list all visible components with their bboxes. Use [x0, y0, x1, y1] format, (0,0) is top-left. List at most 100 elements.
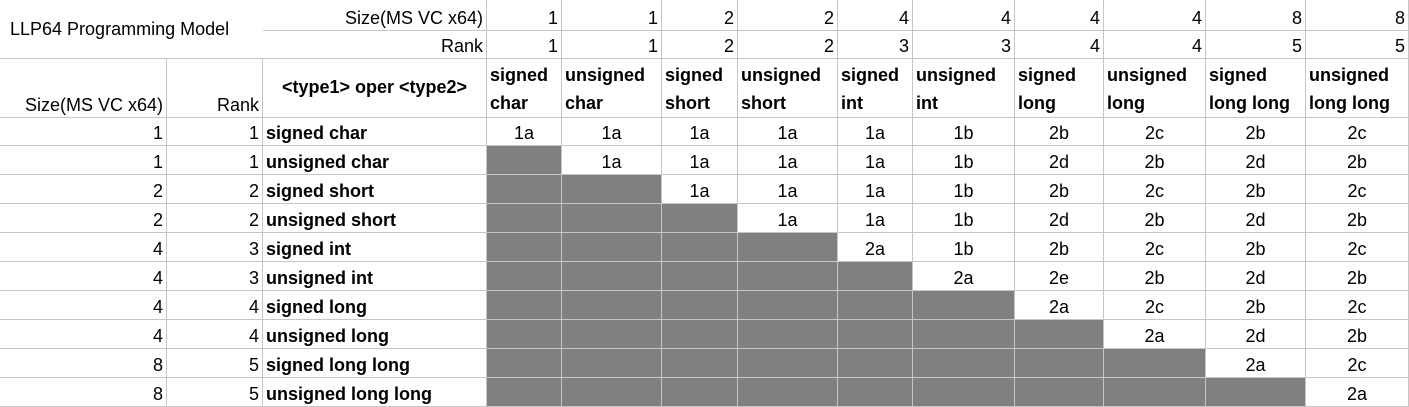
result-cell[interactable]: 1b — [913, 204, 1015, 233]
row-type[interactable]: unsigned long — [263, 320, 487, 349]
shaded-cell[interactable] — [1206, 378, 1306, 407]
result-cell[interactable]: 2c — [1306, 349, 1409, 378]
result-cell[interactable]: 2a — [1015, 291, 1104, 320]
result-cell[interactable]: 2b — [1104, 204, 1206, 233]
shaded-cell[interactable] — [738, 262, 838, 291]
col-type-header[interactable]: unsigned long long — [1306, 59, 1409, 118]
shaded-cell[interactable] — [487, 175, 562, 204]
shaded-cell[interactable] — [1015, 349, 1104, 378]
result-cell[interactable]: 2a — [1306, 378, 1409, 407]
result-cell[interactable]: 2a — [1206, 349, 1306, 378]
shaded-cell[interactable] — [838, 291, 913, 320]
shaded-cell[interactable] — [487, 320, 562, 349]
row-size[interactable]: 1 — [0, 118, 167, 146]
result-cell[interactable]: 1a — [487, 118, 562, 146]
shaded-cell[interactable] — [487, 378, 562, 407]
shaded-cell[interactable] — [487, 349, 562, 378]
result-cell[interactable]: 1b — [913, 118, 1015, 146]
result-cell[interactable]: 2d — [1206, 262, 1306, 291]
result-cell[interactable]: 2b — [1206, 233, 1306, 262]
top-size-value[interactable]: 1 — [562, 0, 662, 31]
col-type-header[interactable]: signed long — [1015, 59, 1104, 118]
row-size[interactable]: 2 — [0, 175, 167, 204]
shaded-cell[interactable] — [662, 378, 738, 407]
result-cell[interactable]: 1b — [913, 146, 1015, 175]
col-type-header[interactable]: unsigned int — [913, 59, 1015, 118]
result-cell[interactable]: 2a — [1104, 320, 1206, 349]
result-cell[interactable]: 2c — [1306, 233, 1409, 262]
result-cell[interactable]: 1a — [738, 146, 838, 175]
shaded-cell[interactable] — [662, 320, 738, 349]
col-type-header[interactable]: signed int — [838, 59, 913, 118]
top-size-value[interactable]: 4 — [1015, 0, 1104, 31]
result-cell[interactable]: 2d — [1206, 146, 1306, 175]
row-type[interactable]: signed int — [263, 233, 487, 262]
row-type[interactable]: signed long long — [263, 349, 487, 378]
top-size-value[interactable]: 4 — [1104, 0, 1206, 31]
result-cell[interactable]: 1a — [838, 204, 913, 233]
top-rank-value[interactable]: 3 — [913, 31, 1015, 59]
result-cell[interactable]: 1a — [738, 204, 838, 233]
col-type-header[interactable]: unsigned long — [1104, 59, 1206, 118]
shaded-cell[interactable] — [662, 262, 738, 291]
row-type[interactable]: unsigned int — [263, 262, 487, 291]
top-size-value[interactable]: 4 — [838, 0, 913, 31]
result-cell[interactable]: 2b — [1306, 204, 1409, 233]
shaded-cell[interactable] — [838, 262, 913, 291]
top-rank-label[interactable]: Rank — [263, 31, 487, 59]
top-rank-value[interactable]: 5 — [1306, 31, 1409, 59]
result-cell[interactable]: 2b — [1015, 175, 1104, 204]
row-rank[interactable]: 4 — [167, 291, 263, 320]
shaded-cell[interactable] — [487, 204, 562, 233]
shaded-cell[interactable] — [562, 204, 662, 233]
shaded-cell[interactable] — [487, 291, 562, 320]
result-cell[interactable]: 2c — [1306, 175, 1409, 204]
top-rank-value[interactable]: 1 — [487, 31, 562, 59]
shaded-cell[interactable] — [562, 291, 662, 320]
result-cell[interactable]: 1b — [913, 175, 1015, 204]
row-size[interactable]: 4 — [0, 320, 167, 349]
row-rank[interactable]: 4 — [167, 320, 263, 349]
oper-label[interactable]: <type1> oper <type2> — [263, 59, 487, 118]
row-rank[interactable]: 2 — [167, 175, 263, 204]
shaded-cell[interactable] — [1104, 378, 1206, 407]
col-type-header[interactable]: signed long long — [1206, 59, 1306, 118]
top-size-value[interactable]: 2 — [738, 0, 838, 31]
row-rank[interactable]: 5 — [167, 349, 263, 378]
top-size-value[interactable]: 2 — [662, 0, 738, 31]
result-cell[interactable]: 1b — [913, 233, 1015, 262]
result-cell[interactable]: 1a — [562, 146, 662, 175]
result-cell[interactable]: 2d — [1015, 146, 1104, 175]
shaded-cell[interactable] — [662, 204, 738, 233]
result-cell[interactable]: 2e — [1015, 262, 1104, 291]
top-size-value[interactable]: 1 — [487, 0, 562, 31]
row-rank[interactable]: 5 — [167, 378, 263, 407]
result-cell[interactable]: 2c — [1104, 175, 1206, 204]
row-type[interactable]: signed long — [263, 291, 487, 320]
result-cell[interactable]: 2b — [1206, 175, 1306, 204]
result-cell[interactable]: 2b — [1306, 262, 1409, 291]
col-type-header[interactable]: signed short — [662, 59, 738, 118]
shaded-cell[interactable] — [487, 233, 562, 262]
shaded-cell[interactable] — [1015, 320, 1104, 349]
top-rank-value[interactable]: 4 — [1104, 31, 1206, 59]
row-type[interactable]: unsigned long long — [263, 378, 487, 407]
shaded-cell[interactable] — [562, 320, 662, 349]
row-rank[interactable]: 1 — [167, 146, 263, 175]
col-rank-label[interactable]: Rank — [167, 59, 263, 118]
shaded-cell[interactable] — [487, 262, 562, 291]
top-size-value[interactable]: 4 — [913, 0, 1015, 31]
top-rank-value[interactable]: 5 — [1206, 31, 1306, 59]
shaded-cell[interactable] — [738, 349, 838, 378]
row-type[interactable]: unsigned char — [263, 146, 487, 175]
row-rank[interactable]: 3 — [167, 262, 263, 291]
result-cell[interactable]: 2b — [1306, 320, 1409, 349]
shaded-cell[interactable] — [913, 349, 1015, 378]
top-size-label[interactable]: Size(MS VC x64) — [263, 0, 487, 31]
result-cell[interactable]: 2d — [1015, 204, 1104, 233]
col-type-header[interactable]: signed char — [487, 59, 562, 118]
result-cell[interactable]: 1a — [838, 175, 913, 204]
result-cell[interactable]: 2a — [838, 233, 913, 262]
shaded-cell[interactable] — [738, 320, 838, 349]
top-rank-value[interactable]: 1 — [562, 31, 662, 59]
